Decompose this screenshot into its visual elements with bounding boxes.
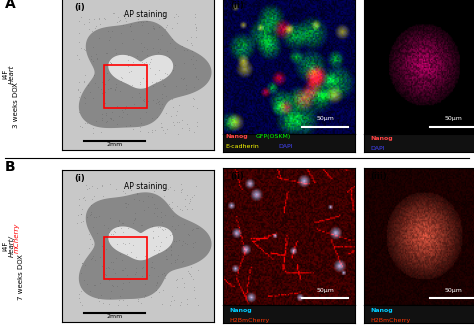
Text: E-cadherin: E-cadherin [226,144,260,149]
Text: A: A [5,0,16,11]
Text: GFP(OSKM): GFP(OSKM) [256,134,292,139]
Text: Nanog: Nanog [370,308,393,313]
Bar [104,237,147,279]
Text: Nanog: Nanog [230,308,253,313]
Text: (iii): (iii) [370,172,387,182]
Text: 2mm: 2mm [107,314,123,319]
Text: i4F: i4F [2,69,9,80]
Text: H2BmCherry: H2BmCherry [230,317,270,323]
Bar [104,65,147,108]
Text: AP staining: AP staining [124,182,167,191]
Text: Nanog: Nanog [226,134,248,139]
Text: B: B [5,160,15,174]
Text: 50μm: 50μm [445,288,463,293]
Polygon shape [80,193,211,299]
Text: 2mm: 2mm [107,142,123,147]
Polygon shape [80,21,211,127]
Text: 50μm: 50μm [316,116,334,121]
Text: 3 weeks DOX: 3 weeks DOX [13,82,19,128]
Text: 7 weeks DOX: 7 weeks DOX [18,254,24,300]
Text: H2BmCherry: H2BmCherry [370,317,410,323]
Text: (ii): (ii) [230,172,244,182]
Text: DAPI: DAPI [278,144,293,149]
Text: (iii): (iii) [370,1,387,10]
Text: mCherry: mCherry [13,223,19,253]
Text: 50μm: 50μm [316,288,334,293]
Text: 50μm: 50μm [445,116,463,121]
Text: (ii): (ii) [230,1,244,10]
Polygon shape [109,55,173,88]
Text: Nanog: Nanog [370,136,393,141]
Text: AP staining: AP staining [124,10,167,19]
Text: Heart/: Heart/ [9,235,15,257]
Text: DAPI: DAPI [370,146,385,151]
Text: (i): (i) [74,3,84,12]
Text: i4F: i4F [2,241,9,251]
Polygon shape [109,227,173,260]
Text: (i): (i) [74,174,84,183]
Text: Heart: Heart [9,65,15,84]
